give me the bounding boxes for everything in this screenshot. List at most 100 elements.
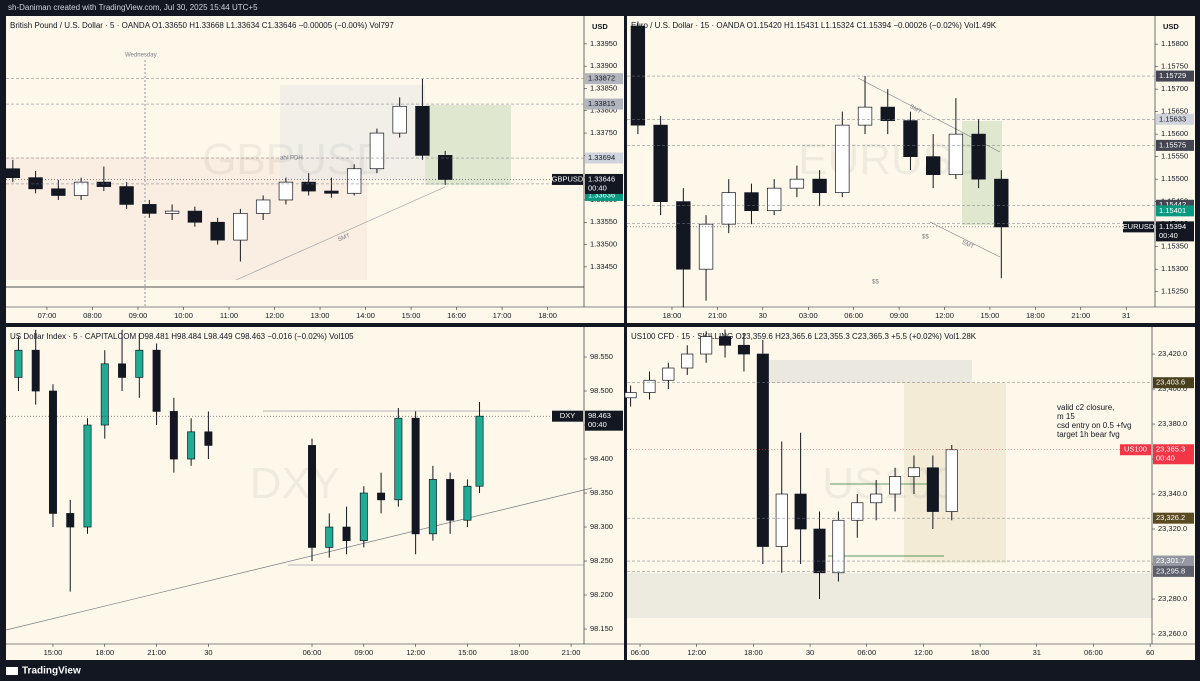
y-tick-label: 1.15700 — [1161, 84, 1188, 93]
candle-body — [438, 155, 453, 180]
candle-body — [700, 336, 713, 355]
trend-line — [235, 186, 446, 281]
y-tick-label: 98.150 — [590, 624, 613, 633]
note-line: target 1h bear fvg — [1057, 430, 1120, 439]
price-tag — [585, 152, 623, 164]
y-tick-label: 98.300 — [590, 522, 613, 531]
annotation: $$ — [922, 235, 929, 241]
candle-body — [767, 187, 782, 212]
candle-body — [812, 178, 827, 194]
candle-body — [324, 190, 339, 194]
x-tick-label: 07:00 — [38, 311, 57, 320]
candle-body — [152, 349, 161, 412]
price-tag-label: 1.15729 — [1159, 71, 1186, 80]
countdown: 00:40 — [1159, 231, 1178, 240]
x-tick-label: 15:00 — [458, 648, 477, 657]
y-tick-label: 98.200 — [590, 590, 613, 599]
y-tick-label: 1.15250 — [1161, 287, 1188, 296]
candle-body — [48, 390, 57, 514]
price-tag — [1156, 139, 1194, 151]
x-tick-label: 21:00 — [708, 311, 727, 320]
price-tag — [1153, 555, 1194, 567]
candle-body — [948, 133, 964, 176]
price-tag — [1153, 512, 1194, 524]
candle-body — [721, 192, 736, 225]
candle-body — [744, 192, 759, 212]
last-price-label: 98.463 — [588, 411, 611, 420]
symbol-box — [552, 410, 583, 422]
candle-body — [676, 201, 691, 270]
price-tag-label: 1.33815 — [588, 99, 615, 108]
candle-body — [775, 493, 788, 547]
price-tag-label: 1.15401 — [1159, 206, 1186, 215]
trend-line — [929, 221, 1001, 258]
candle-body — [971, 133, 986, 180]
candle-body — [187, 431, 196, 460]
countdown: 00:40 — [588, 420, 607, 429]
candle-body — [342, 526, 351, 541]
candle-body — [96, 181, 112, 187]
candle-body — [681, 353, 694, 369]
y-tick-label: 1.15650 — [1161, 107, 1188, 116]
candle-body — [369, 132, 385, 170]
symbol-box — [552, 173, 583, 185]
annotation: SMT — [908, 104, 922, 116]
candle-body — [73, 181, 89, 196]
x-tick-label: 18:00 — [95, 648, 114, 657]
x-tick-label: 16:00 — [447, 311, 466, 320]
note-line: csd entry on 0.5 +fvg — [1057, 421, 1132, 430]
candle-body — [719, 336, 732, 346]
candle-body — [100, 363, 109, 426]
candle-body — [789, 178, 805, 189]
y-tick-label: 1.33950 — [590, 39, 617, 48]
candle-body — [346, 168, 362, 194]
last-price-label: 23,365.3 — [1156, 445, 1185, 454]
x-tick-label: 60 — [1146, 648, 1154, 657]
price-tag-label: 1.33694 — [588, 153, 615, 162]
candle-body — [698, 223, 714, 270]
last-price-label: 1.15394 — [1159, 222, 1186, 231]
x-tick-label: 13:00 — [311, 311, 330, 320]
price-tag-label: 1.15633 — [1159, 114, 1186, 123]
candle-body — [624, 392, 637, 399]
x-tick-label: 08:00 — [83, 311, 102, 320]
x-tick-label: 12:00 — [265, 311, 284, 320]
price-tag — [1156, 199, 1194, 211]
candle-body — [301, 181, 316, 192]
candle-body — [428, 479, 437, 535]
candle-body — [945, 449, 958, 512]
symbol-box — [1123, 221, 1154, 233]
logo — [6, 667, 18, 675]
candle-body — [5, 168, 21, 179]
candle-body — [31, 349, 40, 392]
note-line: m 15 — [1057, 412, 1075, 421]
y-tick-label: 1.15600 — [1161, 129, 1188, 138]
candle-body — [233, 212, 248, 241]
x-tick-label: 06:00 — [631, 648, 650, 657]
candle-body — [377, 492, 386, 501]
candle-body — [832, 519, 845, 574]
x-tick-label: 21:00 — [147, 648, 166, 657]
x-tick-label: 03:00 — [799, 311, 818, 320]
y-tick-label: 1.15800 — [1161, 39, 1188, 48]
candle-body — [926, 156, 941, 176]
x-tick-label: 09:00 — [354, 648, 373, 657]
candle-body — [463, 485, 472, 521]
price-tag-label: 1.15442 — [1159, 200, 1186, 209]
currency: USD — [1163, 22, 1179, 31]
y-tick-label: 1.33900 — [590, 61, 617, 70]
y-tick-label: 23,260.0 — [1158, 629, 1187, 638]
candle-body — [994, 178, 1009, 228]
candle-body — [392, 105, 407, 134]
chart-legend: US100 CFD · 15 · SKILLING O23,359.6 H23,… — [631, 332, 977, 341]
candle-body — [662, 367, 675, 381]
countdown: 00:40 — [1156, 454, 1175, 463]
footer — [0, 660, 1200, 681]
last-price-tag — [1153, 444, 1194, 465]
price-tag — [1153, 377, 1194, 389]
footer-brand: TradingView — [22, 666, 81, 677]
candle-body — [118, 363, 127, 378]
candle-body — [83, 424, 92, 528]
x-tick-label: 31 — [1033, 648, 1041, 657]
x-tick-label: 09:00 — [129, 311, 148, 320]
